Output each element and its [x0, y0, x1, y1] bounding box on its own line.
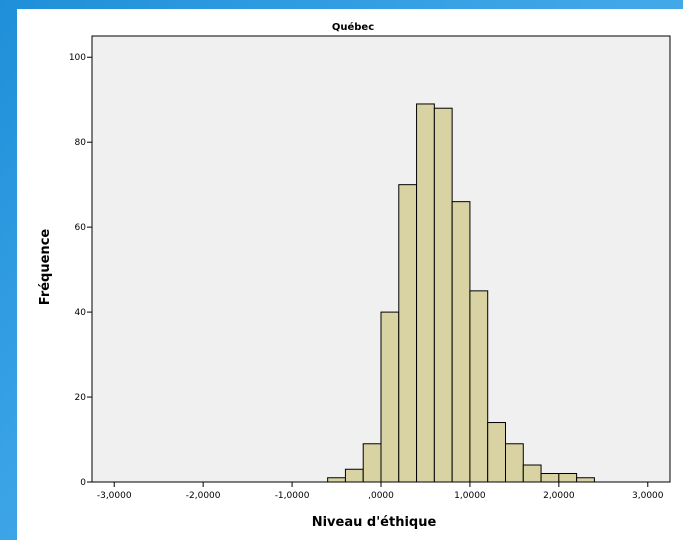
histogram-bar-3 [380, 311, 400, 483]
histogram-bar-13 [558, 473, 578, 483]
x-axis-label: Niveau d'éthique [312, 515, 437, 530]
histogram-bar-14 [576, 477, 595, 483]
x-tick-label-6: 3,0000 [632, 491, 664, 501]
histogram-bar-5 [416, 103, 435, 483]
histogram-bar-1 [344, 468, 364, 483]
y-axis: 0 20 40 60 80 100 [69, 53, 92, 488]
histogram-bar-11 [522, 464, 542, 483]
x-tick-label-0: -3,0000 [97, 491, 132, 501]
histogram-bar-10 [504, 443, 524, 483]
x-axis: -3,0000 -2,0000 -1,0000 ,0000 1,0000 2,0000 3,… [97, 482, 664, 501]
histogram-bar-12 [540, 473, 560, 483]
x-tick-label-3: ,0000 [368, 491, 394, 501]
histogram-bar-8 [469, 290, 489, 483]
histogram-bar-0 [327, 477, 346, 483]
chart-title: Québec [332, 21, 374, 33]
y-tick-label-2: 40 [75, 308, 87, 318]
x-tick-label-2: -1,0000 [275, 491, 310, 501]
x-tick-label-4: 1,0000 [454, 491, 486, 501]
bars-group [327, 103, 595, 483]
chart-figure: Québec 0 20 40 60 80 100 -3,0000 -2,0000 -1,000… [17, 9, 683, 540]
y-tick-label-5: 100 [69, 53, 86, 63]
histogram-bar-9 [487, 422, 506, 483]
y-tick-label-0: 0 [80, 478, 86, 488]
histogram-bar-4 [398, 184, 418, 483]
histogram-bar-7 [451, 201, 471, 483]
x-tick-label-1: -2,0000 [186, 491, 221, 501]
x-tick-label-5: 2,0000 [543, 491, 575, 501]
histogram-bar-2 [362, 443, 382, 483]
histogram-chart: Québec 0 20 40 60 80 100 -3,0000 -2,0000 -1,000… [38, 21, 671, 530]
histogram-bar-6 [433, 107, 453, 483]
y-axis-label: Fréquence [38, 229, 53, 306]
y-tick-label-1: 20 [75, 393, 87, 403]
y-tick-label-3: 60 [75, 223, 87, 233]
y-tick-label-4: 80 [75, 138, 87, 148]
